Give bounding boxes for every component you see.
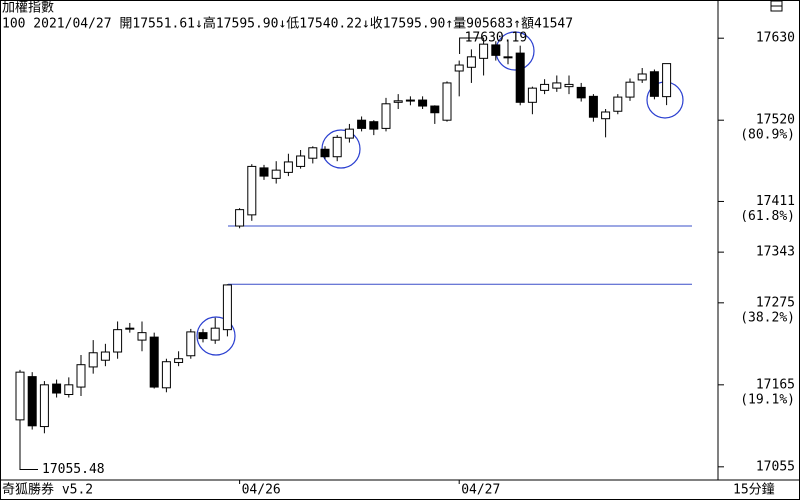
- candle-body: [454, 64, 464, 72]
- candle-body: [479, 43, 489, 59]
- candle-body: [198, 332, 208, 340]
- fib-label: (38.2%): [740, 310, 795, 325]
- candle-body: [588, 95, 598, 118]
- candle-body: [296, 155, 306, 167]
- y-tick-label: 17275: [756, 295, 795, 310]
- candle-body: [576, 86, 586, 99]
- candle-body: [527, 87, 537, 103]
- fib-label: (19.1%): [740, 392, 795, 407]
- candle-body: [381, 103, 391, 129]
- candle-body: [64, 384, 74, 396]
- candle-body: [393, 100, 403, 103]
- candle-body: [357, 119, 367, 129]
- candle-body: [613, 96, 623, 112]
- candle-body: [15, 371, 25, 421]
- candle-body: [332, 136, 342, 158]
- y-tick-label: 17343: [756, 245, 795, 260]
- candle-body: [649, 71, 659, 97]
- candle-body: [515, 52, 525, 103]
- candle-body: [100, 351, 110, 361]
- y-tick-label: 17055: [756, 459, 795, 474]
- y-tick-label: 17520: [756, 113, 795, 128]
- candle-body: [52, 383, 62, 394]
- high-label: 17630.19: [465, 31, 528, 46]
- y-tick-label: 17165: [756, 377, 795, 392]
- title: 加權指數: [2, 1, 54, 16]
- info-line: 100 2021/04/27 開17551.61↓高17595.90↓低1754…: [2, 16, 573, 32]
- candle-body: [564, 83, 574, 88]
- x-tick-label: 04/26: [242, 483, 281, 498]
- candle-body: [283, 161, 293, 173]
- candle-body: [125, 327, 135, 330]
- candle-body: [625, 81, 635, 98]
- candle-body: [88, 352, 98, 368]
- candle-body: [405, 99, 415, 102]
- y-tick-label: 17411: [756, 194, 795, 209]
- low-marker: [19, 456, 38, 470]
- candle-body: [76, 364, 86, 388]
- highlight-circle: [196, 316, 236, 356]
- candle-body: [39, 384, 49, 428]
- candle-body: [27, 376, 37, 427]
- candle-body: [174, 358, 184, 363]
- candle-body: [418, 99, 428, 107]
- candle-body: [113, 329, 123, 353]
- candle-body: [601, 111, 611, 120]
- candle-body: [320, 148, 330, 158]
- candle-body: [137, 332, 147, 341]
- candle-body: [344, 128, 354, 139]
- candle-body: [491, 44, 501, 56]
- period: 15分鐘: [733, 482, 775, 498]
- x-tick-label: 04/27: [461, 483, 500, 498]
- candle-body: [210, 327, 220, 341]
- fib-label: (80.9%): [740, 128, 795, 143]
- candle-body: [662, 63, 672, 98]
- candle-body: [235, 209, 245, 227]
- candle-body: [466, 56, 476, 68]
- candle-body: [442, 82, 452, 121]
- candle-body: [259, 167, 269, 177]
- candle-body: [540, 83, 550, 91]
- candle-body: [308, 147, 318, 159]
- candle-body: [503, 56, 513, 59]
- candle-body: [369, 121, 379, 130]
- high-marker: [459, 37, 484, 55]
- candle-body: [186, 331, 196, 357]
- candle-body: [161, 361, 171, 389]
- fib-label: (61.8%): [740, 209, 795, 224]
- candle-body: [222, 284, 232, 331]
- candle-body: [637, 73, 647, 81]
- candle-body: [430, 105, 440, 114]
- candle-body: [271, 169, 281, 179]
- candle-body: [149, 336, 159, 388]
- candle-body: [247, 165, 257, 216]
- footer: 奇狐勝券 v5.2: [2, 482, 93, 498]
- candle-body: [552, 82, 562, 89]
- low-label: 17055.48: [42, 462, 105, 477]
- y-tick-label: 17630: [756, 31, 795, 46]
